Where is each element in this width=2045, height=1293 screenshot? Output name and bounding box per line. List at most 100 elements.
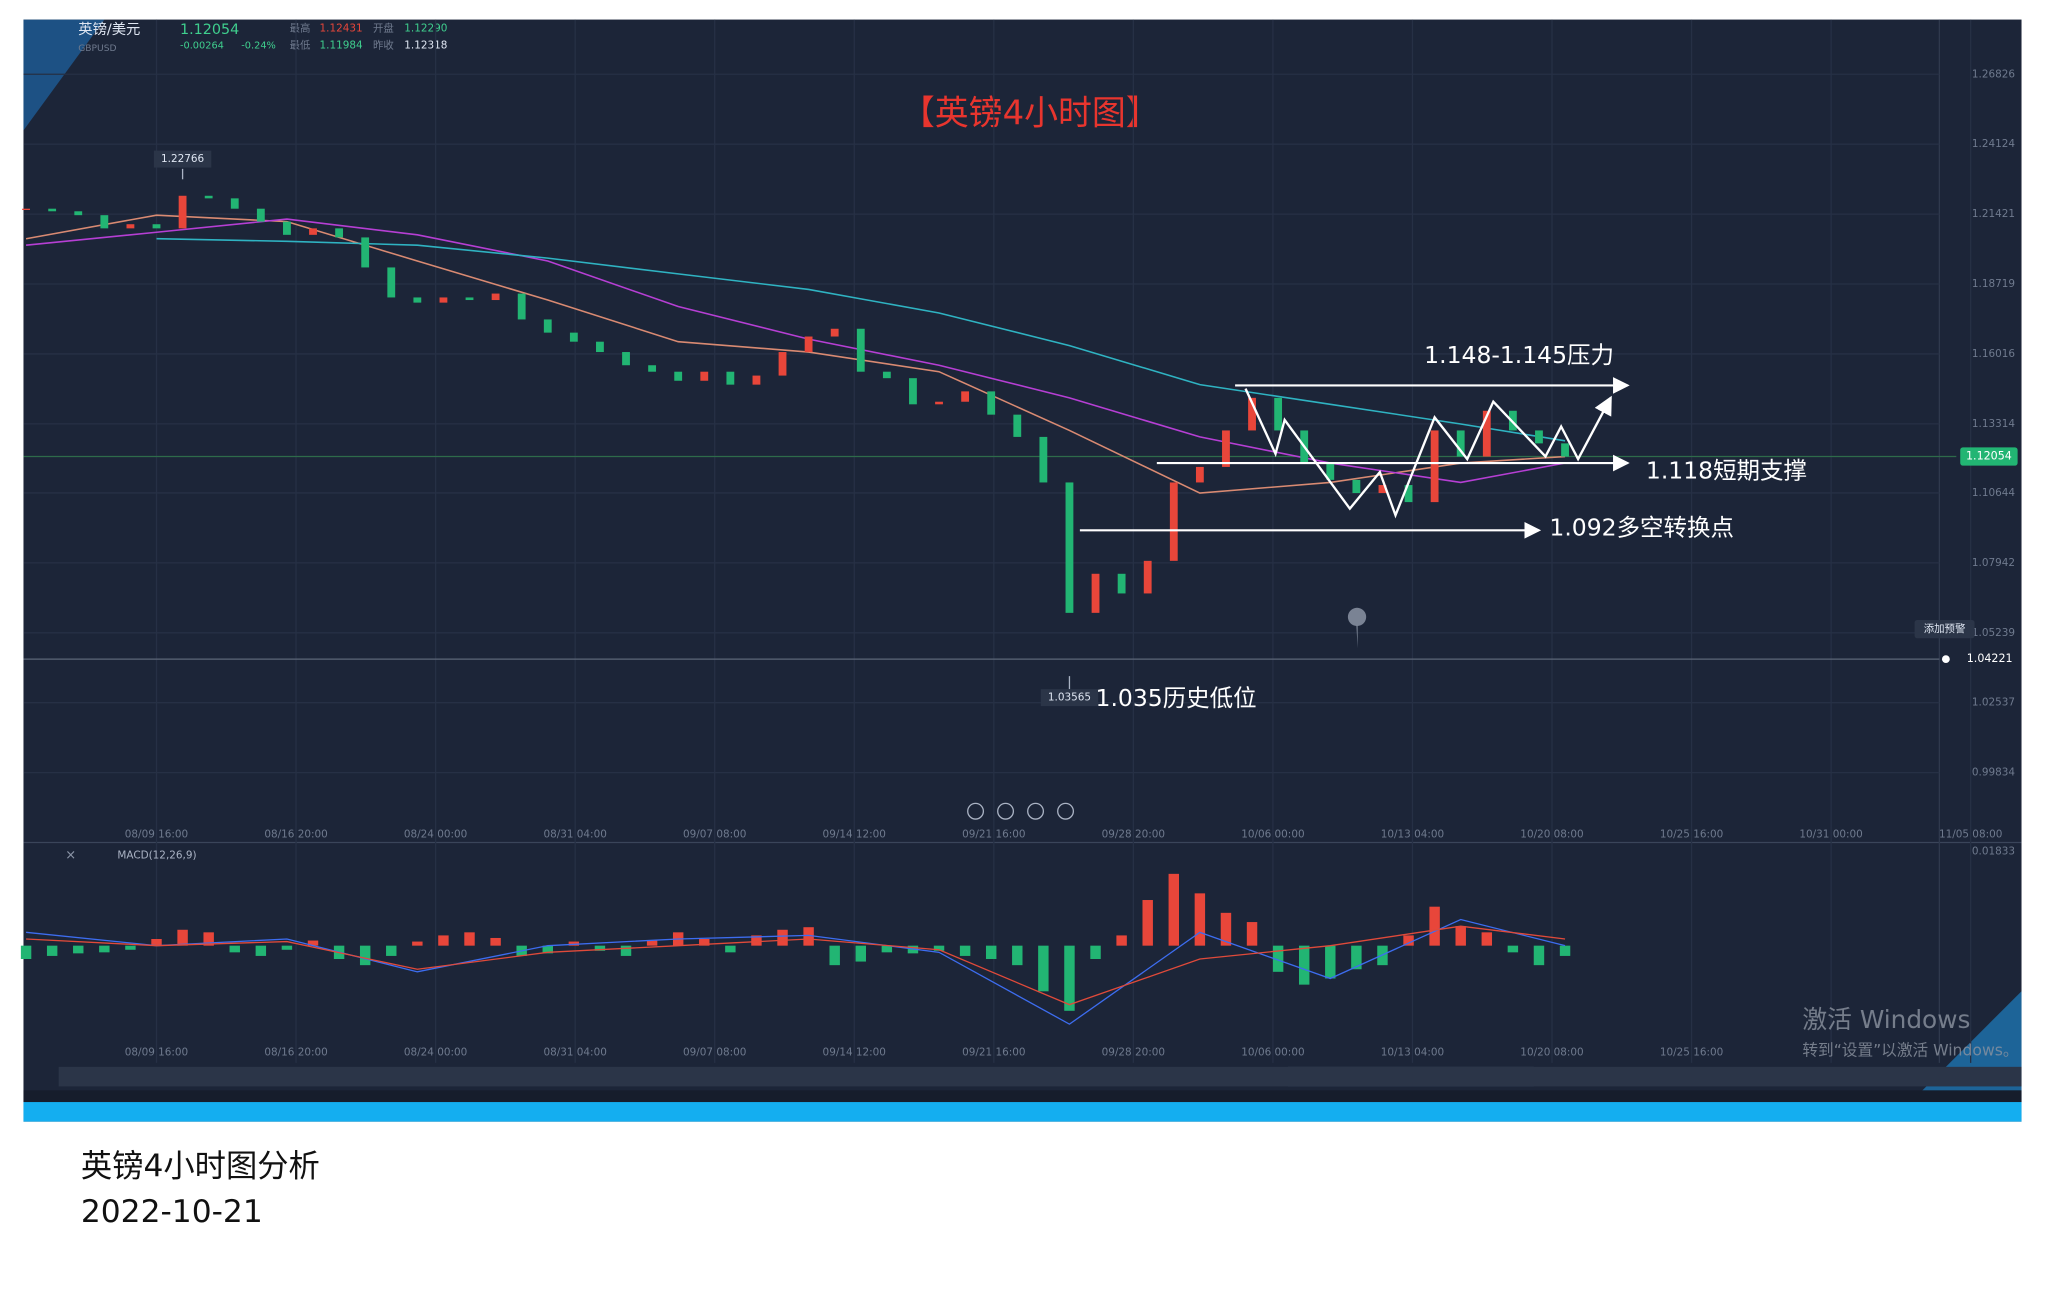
candle <box>48 208 57 212</box>
y-tick-label: 1.24124 <box>1972 138 2015 150</box>
macd-bar <box>1064 945 1075 1011</box>
candle <box>674 371 683 381</box>
candle <box>569 332 578 342</box>
macd-bar <box>1298 945 1310 985</box>
label: 最高 <box>290 22 311 35</box>
timeframe-bar <box>58 1066 2022 1087</box>
value: 1.12318 <box>404 40 447 52</box>
nav-buttons <box>967 802 1075 820</box>
x-tick-label: 08/24 00:00 <box>404 1047 467 1059</box>
macd-bar <box>1168 873 1180 946</box>
x-tick-label: 10/13 04:00 <box>1381 1047 1444 1059</box>
candle <box>726 371 735 385</box>
candle <box>309 228 317 235</box>
value: 1.12290 <box>404 23 447 35</box>
x-tick-label: 09/07 08:00 <box>683 829 746 841</box>
macd-bar <box>255 945 267 956</box>
button[interactable] <box>997 802 1015 820</box>
y-tick-label: 1.05239 <box>1972 627 2015 639</box>
caption-date: 2022-10-21 <box>81 1194 263 1230</box>
candle <box>1456 430 1465 457</box>
value: 1.12431 <box>320 23 363 35</box>
macd-bar <box>464 932 475 946</box>
macd-bar <box>386 945 397 956</box>
watermark: 激活 Windows <box>1802 1005 1970 1034</box>
candle <box>1195 466 1204 483</box>
y-tick-label: 1.26826 <box>1972 68 2015 80</box>
status-bar <box>23 1090 2022 1103</box>
macd-bar <box>20 945 32 960</box>
terminal <box>23 19 2022 1122</box>
macd-bar <box>1403 935 1414 946</box>
candle <box>1326 463 1335 480</box>
candle <box>387 267 396 298</box>
y-tick-label: 1.07942 <box>1972 557 2015 569</box>
caption-title: 英镑4小时图分析 <box>81 1148 320 1184</box>
x-tick-label: 08/24 00:00 <box>404 829 467 841</box>
button[interactable] <box>967 802 985 820</box>
x-tick-label: 10/06 00:00 <box>1241 1047 1304 1059</box>
bell <box>1941 655 1950 664</box>
price-tag-label: 1.12054 <box>1966 449 2012 462</box>
level-label: 1.118短期支撑 <box>1646 457 1807 485</box>
y-tick-label: 1.18719 <box>1972 278 2015 290</box>
candle <box>152 224 161 229</box>
y-tick-label: 1.02537 <box>1972 697 2015 709</box>
macd-bar <box>177 929 188 946</box>
low-tag <box>1040 689 1099 707</box>
alert-button[interactable] <box>1914 620 1975 639</box>
candle <box>1039 436 1048 483</box>
low-label: 1.03565 <box>1048 692 1091 704</box>
x-tick-label: 09/28 20:00 <box>1102 1047 1165 1059</box>
y-tick-label: 1.13314 <box>1972 418 2015 430</box>
label: 昨收 <box>373 39 394 52</box>
price-tag <box>1960 447 2018 466</box>
candle <box>491 293 500 301</box>
candle <box>283 221 291 235</box>
macd-name: MACD(12,26,9) <box>117 850 196 862</box>
candle <box>1378 485 1387 494</box>
macd-bar <box>1038 945 1049 992</box>
macd-bar <box>933 945 945 951</box>
candle <box>361 237 370 268</box>
level-label: 1.148-1.145压力 <box>1424 341 1614 369</box>
line <box>26 925 1566 1006</box>
y-tick-label: 1.21421 <box>1972 208 2015 220</box>
candle <box>439 297 448 303</box>
candle <box>804 336 813 353</box>
macd-bar <box>125 945 136 950</box>
macd-bar <box>646 940 658 946</box>
candle <box>1561 443 1569 457</box>
candle <box>987 391 996 415</box>
candle <box>1482 410 1491 457</box>
taskbar <box>23 1102 2022 1122</box>
candle <box>230 198 239 209</box>
candle <box>22 208 30 211</box>
x-tick-label: 08/31 04:00 <box>543 829 606 841</box>
label: 开盘 <box>373 22 394 35</box>
candle <box>204 195 213 199</box>
candle <box>830 328 839 337</box>
macd-bar <box>99 945 110 953</box>
close-icon[interactable]: × <box>65 848 76 863</box>
macd-bar <box>438 935 449 946</box>
chart-title: 【英镑4小时图】 <box>901 93 1160 132</box>
candle <box>700 371 709 381</box>
candle <box>413 297 422 303</box>
macd-bar <box>1116 935 1127 946</box>
macd-bar <box>1533 945 1545 966</box>
button[interactable] <box>1027 802 1045 820</box>
macd-bar <box>542 945 553 954</box>
x-tick-label: 10/20 08:00 <box>1520 829 1583 841</box>
x-tick-label: 08/31 04:00 <box>543 1047 606 1059</box>
candle <box>74 211 83 216</box>
macd-bar <box>568 941 580 946</box>
macd-bar <box>985 945 997 960</box>
candle <box>100 215 109 229</box>
candle <box>1274 397 1283 431</box>
button[interactable] <box>1057 802 1075 820</box>
macd-bar <box>490 937 501 946</box>
x-tick-label: 09/28 20:00 <box>1102 829 1165 841</box>
candle <box>856 328 865 372</box>
